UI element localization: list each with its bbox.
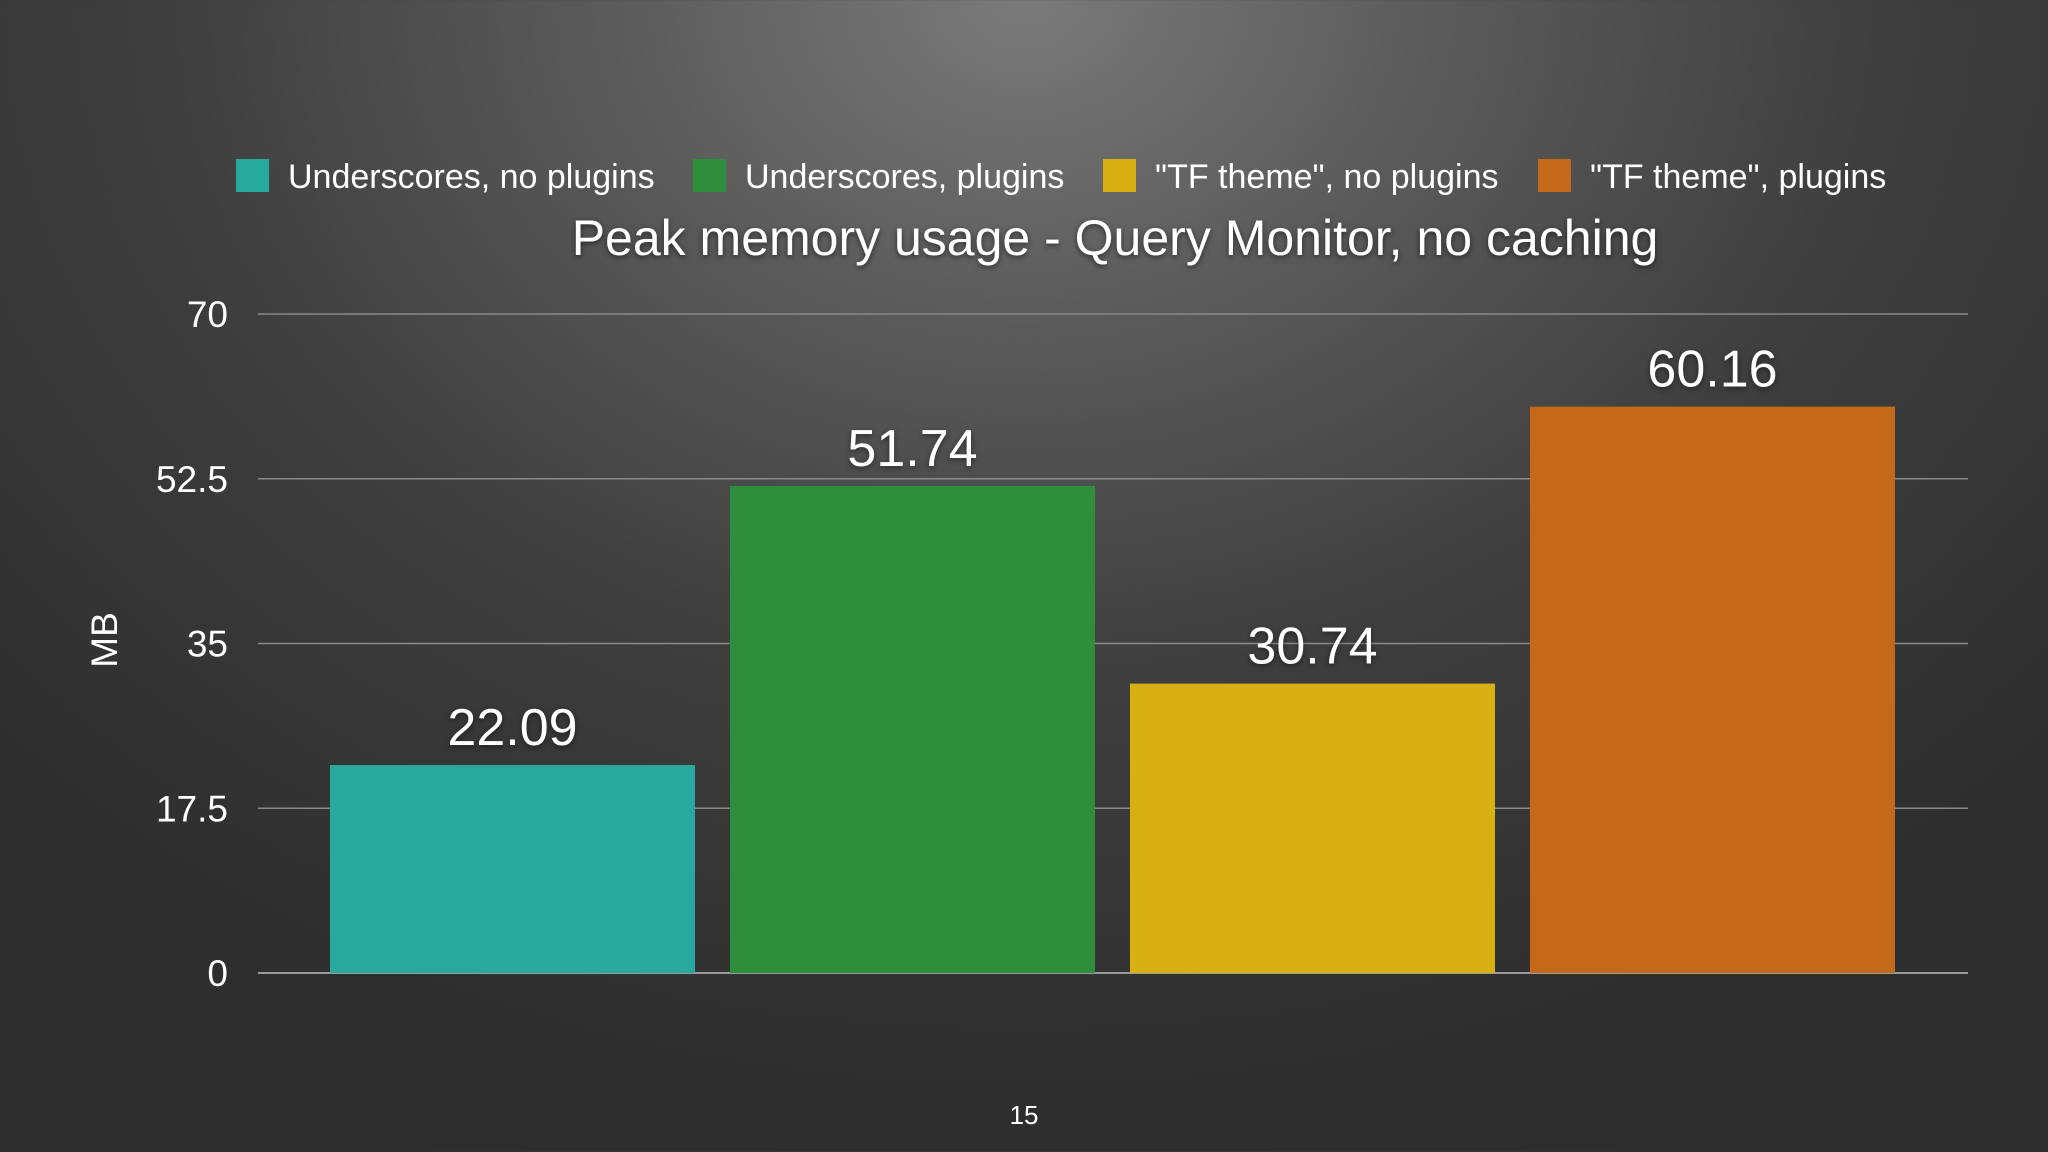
bar-value-label: 60.16 [1647,341,1777,399]
legend-label: Underscores, no plugins [288,158,655,196]
legend-swatch [1103,159,1136,192]
bar [1130,683,1495,973]
bar-value-label: 22.09 [447,699,577,757]
bar [1530,406,1895,973]
y-axis-label: MB [84,612,125,668]
bar [730,485,1095,973]
chart-title: Peak memory usage - Query Monitor, no ca… [572,210,1659,266]
bar-value-label: 51.74 [847,420,977,478]
legend-label: "TF theme", plugins [1590,158,1886,196]
y-axis-ticks: 0 17.5 35 52.5 70 [156,294,228,994]
value-labels: 22.09 51.74 30.74 60.16 [447,341,1777,757]
y-tick-label: 0 [207,953,228,994]
legend-swatch [236,159,269,192]
bar [330,765,695,973]
y-tick-label: 70 [187,294,228,335]
legend-swatch [693,159,726,192]
y-tick-label: 17.5 [156,788,228,829]
y-tick-label: 35 [187,624,228,665]
legend-label: "TF theme", no plugins [1155,158,1499,196]
legend-label: Underscores, plugins [745,158,1064,196]
bar-value-label: 30.74 [1247,618,1377,676]
y-tick-label: 52.5 [156,459,228,500]
page-number: 15 [1009,1100,1039,1130]
chart-legend: Underscores, no plugins Underscores, plug… [236,158,1886,196]
bars [330,406,1895,973]
legend-swatch [1538,159,1571,192]
